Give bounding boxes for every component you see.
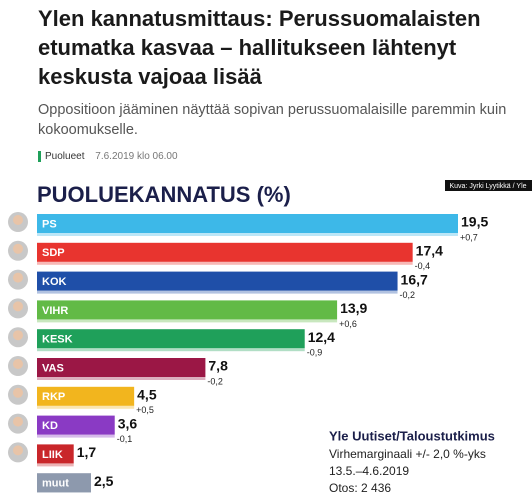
lead: Oppositioon jääminen näyttää sopivan per… — [38, 102, 507, 138]
change-label: -0,1 — [117, 434, 133, 444]
change-label: +0,5 — [136, 405, 154, 415]
tag[interactable]: Puolueet — [38, 151, 85, 162]
bar-label: KOK — [42, 276, 67, 288]
bar-label: PS — [42, 218, 57, 230]
value-label: 19,5 — [461, 214, 488, 230]
chart: PUOLUEKANNATUS (%) Kuva: Jyrki Lyytikkä … — [8, 180, 532, 493]
change-label: -0,2 — [207, 376, 223, 386]
value-label: 17,4 — [416, 243, 443, 259]
credit: Kuva: Jyrki Lyytikkä / Yle — [449, 183, 526, 190]
bar — [37, 300, 338, 320]
bar-shadow — [37, 434, 115, 438]
bar-shadow — [37, 463, 74, 467]
value-label: 2,5 — [94, 473, 114, 489]
portrait-face — [13, 359, 23, 369]
bar-label: SDP — [42, 247, 65, 259]
bar-shadow — [37, 348, 305, 352]
bar-label: LIIK — [42, 449, 63, 461]
value-label: 4,5 — [137, 387, 157, 403]
change-label: +0,6 — [339, 319, 357, 329]
value-label: 7,8 — [208, 358, 228, 374]
portrait-face — [13, 272, 23, 283]
bar — [37, 415, 115, 435]
bar-label: KESK — [42, 334, 73, 346]
source-margin: Virhemarginaali +/- 2,0 %-yks — [329, 447, 486, 461]
bar-shadow — [37, 290, 398, 294]
bar — [37, 386, 135, 406]
value-label: 3,6 — [118, 415, 138, 431]
bar — [37, 271, 398, 291]
portrait-face — [13, 445, 23, 456]
portrait-face — [13, 330, 23, 341]
portrait-face — [13, 215, 23, 225]
source-sample: Otos: 2 436 — [329, 481, 391, 493]
bar — [37, 329, 305, 349]
date: 7.6.2019 klo 06.00 — [95, 151, 178, 162]
bar-shadow — [37, 405, 135, 409]
change-label: -0,4 — [415, 261, 431, 271]
meta: Puolueet 7.6.2019 klo 06.00 — [38, 151, 178, 162]
bar-label: muut — [42, 478, 69, 490]
chart-title: PUOLUEKANNATUS (%) — [37, 182, 291, 207]
value-label: 13,9 — [340, 300, 367, 316]
bar-label: VAS — [42, 362, 64, 374]
bar — [37, 214, 458, 233]
change-label: -0,2 — [400, 290, 416, 300]
bar-shadow — [37, 319, 338, 323]
bar-shadow — [37, 377, 206, 380]
value-label: 1,7 — [77, 444, 97, 460]
change-label: +0,7 — [460, 232, 478, 242]
value-label: 12,4 — [308, 329, 335, 345]
bar-label: VIHR — [42, 305, 68, 317]
source-period: 13.5.–4.6.2019 — [329, 464, 409, 478]
credit-box — [445, 180, 532, 191]
headline: Ylen kannatusmittaus: Perussuomalaisten … — [38, 6, 481, 89]
bar — [37, 444, 74, 464]
bar — [37, 358, 206, 377]
bar — [37, 242, 413, 262]
bar — [37, 473, 91, 493]
bar-label: KD — [42, 420, 58, 432]
bar-label: RKP — [42, 391, 65, 403]
portrait-face — [13, 387, 23, 398]
value-label: 16,7 — [401, 271, 428, 287]
bar-shadow — [37, 233, 458, 236]
portrait-face — [13, 243, 23, 254]
portrait-face — [13, 416, 23, 427]
bar-shadow — [37, 261, 413, 265]
portrait-face — [13, 301, 23, 312]
change-label: -0,9 — [307, 348, 323, 358]
source-name: Yle Uutiset/Taloustutkimus — [329, 428, 495, 443]
